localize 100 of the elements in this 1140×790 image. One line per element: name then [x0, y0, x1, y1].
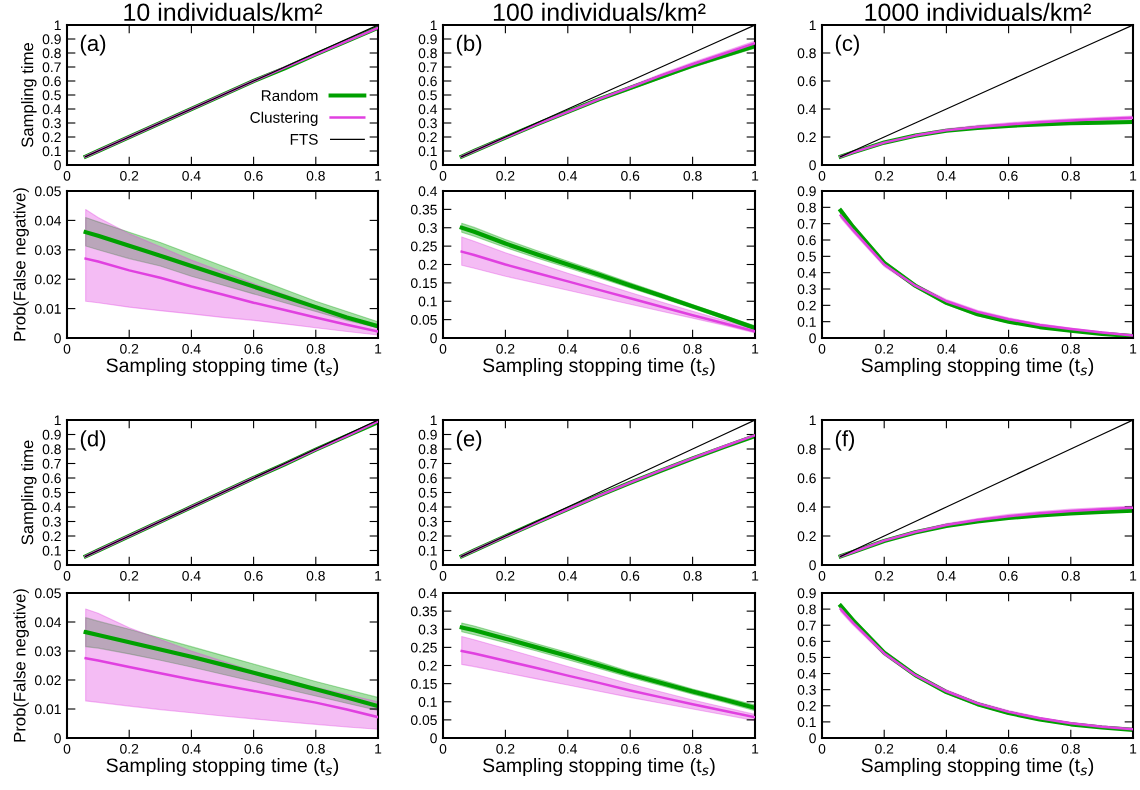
y-tick-label: 1	[54, 415, 61, 426]
y-tick-label: 0.25	[410, 642, 437, 653]
y-tick-label: 0	[809, 333, 816, 344]
y-tick-label: 0.1	[797, 317, 816, 327]
y-tick-label: 0.01	[34, 303, 61, 314]
y-tick-label: 0	[430, 160, 437, 171]
x-tick-label: 0.2	[496, 170, 515, 181]
annotation: (a)	[80, 34, 106, 56]
y-tick-label: 0.5	[797, 251, 816, 262]
x-tick-label: 1	[375, 744, 382, 754]
y-tick-label: 0.5	[418, 90, 437, 101]
x-axis-title: Sampling stopping time (t$_{s}$)	[861, 357, 1094, 377]
y-tick-label: 0.6	[797, 235, 816, 246]
y-tick-label: 0.8	[797, 444, 816, 455]
x-tick-label: 1	[375, 571, 382, 581]
y-tick-label: 0.05	[34, 588, 61, 599]
y-tick-label: 0.6	[42, 76, 61, 87]
y-tick-label: 0.7	[42, 458, 61, 469]
y-tick-label: 0.6	[42, 473, 61, 484]
y-tick-label: 0.2	[797, 701, 816, 711]
x-tick-label: 0.4	[182, 170, 201, 181]
y-tick-label: 0.3	[418, 223, 437, 233]
x-tick-label: 0.2	[120, 570, 139, 581]
x-tick-label: 0.8	[1061, 743, 1080, 754]
y-tick-label: 0.5	[418, 487, 437, 498]
y-tick-label: 0	[430, 560, 437, 571]
chart-title: 1000 individuals/km²	[865, 2, 1091, 22]
x-tick-label: 0.4	[937, 170, 956, 181]
x-tick-label: 0	[818, 170, 826, 181]
y-tick-label: 0.2	[418, 531, 437, 542]
y-tick-label: 0.1	[42, 545, 61, 556]
y-tick-label: 0.4	[418, 502, 438, 513]
x-tick-label: 0.8	[1061, 170, 1080, 181]
x-tick-label: 1	[375, 344, 382, 354]
y-tick-label: 0.1	[797, 717, 816, 728]
y-tick-label: 0.4	[42, 502, 62, 513]
y-tick-label: 0.4	[42, 104, 62, 115]
y-tick-label: 0.9	[418, 34, 437, 45]
y-tick-label: 0.05	[410, 314, 437, 325]
annotation: (e)	[456, 430, 482, 451]
x-axis-title: Sampling stopping time (t$_{s}$)	[106, 357, 339, 377]
legend-label: FTS	[290, 133, 318, 145]
x-tick-label: 0.4	[937, 343, 956, 354]
y-tick-label: 0.4	[797, 104, 817, 115]
x-tick-label: 0.8	[683, 343, 702, 354]
y-tick-label: 0	[54, 560, 61, 571]
y-tick-label: 0	[809, 560, 816, 571]
y-tick-label: 0.9	[797, 588, 816, 599]
x-tick-label: 0.6	[244, 170, 263, 181]
y-tick-label: 0.3	[418, 624, 437, 635]
x-tick-label: 0.8	[306, 170, 325, 181]
x-tick-label: 0.6	[621, 170, 640, 181]
x-tick-label: 0	[818, 743, 826, 754]
x-tick-label: 0.8	[683, 570, 702, 581]
y-tick-label: 0.6	[797, 636, 816, 647]
x-tick-label: 0.6	[621, 570, 640, 581]
y-tick-label: 0.03	[34, 646, 61, 657]
x-tick-label: 0.2	[875, 170, 894, 181]
x-tick-label: 0	[63, 743, 71, 754]
y-tick-label: 0.7	[418, 62, 437, 73]
x-axis-title: Sampling stopping time (t$_{s}$)	[106, 757, 339, 777]
y-tick-label: 0.7	[42, 62, 61, 73]
y-tick-label: 0.7	[797, 219, 816, 229]
x-tick-label: 0.2	[120, 343, 139, 354]
y-tick-label: 0.3	[42, 118, 61, 129]
y-tick-label: 0.9	[418, 429, 437, 440]
x-tick-label: 0.8	[306, 743, 325, 754]
x-tick-label: 1	[752, 571, 759, 581]
annotation: (c)	[835, 34, 859, 56]
x-tick-label: 0.2	[875, 743, 894, 754]
x-tick-label: 0	[439, 170, 447, 181]
y-tick-label: 0	[430, 333, 437, 344]
x-tick-label: 0	[439, 343, 447, 354]
y-tick-label: 0	[430, 733, 437, 744]
x-tick-label: 0.8	[683, 170, 702, 181]
y-tick-label: 0.5	[797, 652, 816, 663]
x-tick-label: 0.4	[937, 570, 956, 581]
x-tick-label: 1	[752, 344, 759, 354]
x-tick-label: 0.2	[875, 570, 894, 581]
x-tick-label: 0.2	[120, 743, 139, 754]
x-tick-label: 0.2	[496, 570, 515, 581]
y-tick-label: 0.2	[797, 531, 816, 542]
x-tick-label: 1	[752, 171, 759, 181]
x-tick-label: 0.8	[683, 743, 702, 754]
y-tick-label: 0.5	[42, 487, 61, 498]
y-tick-label: 0.9	[797, 186, 816, 197]
x-tick-label: 0.4	[558, 170, 578, 181]
chart-title: 100 individuals/km²	[493, 2, 706, 22]
x-tick-label: 0.2	[120, 170, 139, 181]
x-tick-label: 0	[63, 570, 71, 581]
y-tick-label: 0.4	[797, 668, 817, 679]
y-tick-label: 0	[54, 333, 61, 344]
y-tick-label: 0	[54, 160, 61, 171]
y-tick-label: 1	[430, 20, 437, 31]
y-tick-label: 0.5	[42, 90, 61, 101]
x-tick-label: 0.6	[244, 743, 263, 754]
y-tick-label: 0.8	[42, 444, 61, 455]
y-tick-label: 0.3	[42, 516, 61, 527]
x-tick-label: 1	[1130, 571, 1137, 581]
y-tick-label: 0.8	[418, 48, 437, 59]
